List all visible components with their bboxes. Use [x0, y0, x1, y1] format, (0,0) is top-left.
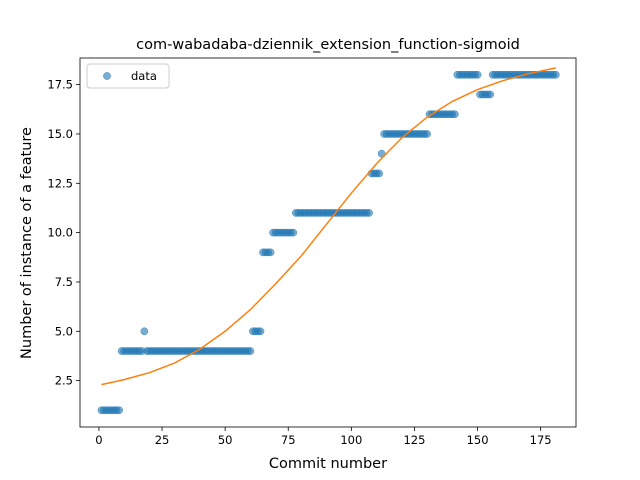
x-tick-label: 175 — [530, 433, 552, 447]
data-point — [450, 110, 459, 119]
x-tick-label: 50 — [218, 433, 233, 447]
y-axis-label: Number of instance of a feature — [19, 127, 35, 359]
data-point — [486, 90, 495, 99]
data-point — [551, 70, 560, 79]
y-tick-label: 2.5 — [55, 374, 73, 388]
y-tick-label: 12.5 — [47, 176, 73, 190]
y-tick-label: 17.5 — [47, 78, 73, 92]
x-axis-label: Commit number — [269, 456, 387, 472]
y-tick-label: 7.5 — [55, 275, 73, 289]
plot-area — [97, 67, 560, 415]
chart-title: com-wabadaba-dziennik_extension_function… — [136, 37, 520, 53]
x-tick-label: 150 — [467, 433, 489, 447]
y-tick-label: 5.0 — [55, 324, 73, 338]
data-point — [473, 70, 482, 79]
axes: 0 25 50 75 100 125 150 175 2.5 5.0 7.5 10.0 12.5 15.0… — [47, 57, 577, 447]
y-tick-label: 15.0 — [47, 127, 73, 141]
data-point — [423, 130, 431, 138]
legend-box — [86, 63, 170, 89]
x-tick-label: 75 — [281, 433, 296, 447]
data-point — [266, 248, 275, 257]
data-point — [140, 327, 149, 336]
x-tick-label: 25 — [155, 433, 170, 447]
x-tick-label: 100 — [340, 433, 362, 447]
data-point — [365, 209, 373, 217]
data-point — [375, 169, 383, 178]
data-point — [256, 327, 265, 336]
data-point — [289, 228, 298, 237]
legend-marker — [103, 72, 111, 80]
data-point — [115, 406, 123, 415]
x-tick-label: 125 — [403, 433, 425, 447]
legend-label: data — [131, 69, 157, 83]
data-point — [246, 347, 255, 355]
data-point — [377, 149, 386, 158]
y-tick-label: 10.0 — [47, 226, 73, 240]
axes-frame — [79, 57, 577, 428]
x-tick-label: 0 — [95, 433, 102, 447]
fit-line — [101, 67, 556, 386]
legend: data — [86, 63, 170, 89]
